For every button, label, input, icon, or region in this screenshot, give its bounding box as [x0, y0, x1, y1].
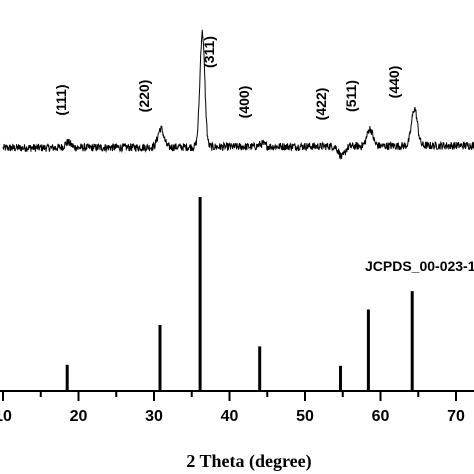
- x-axis: 10 20 30 40 50 60 70: [0, 390, 474, 425]
- x-tick-label: 50: [296, 408, 314, 425]
- peak-label: (220): [136, 80, 152, 113]
- x-tick-label: 30: [145, 408, 163, 425]
- x-tick-label: 70: [447, 408, 465, 425]
- x-tick-label: 60: [372, 408, 390, 425]
- x-tick-label: 20: [70, 408, 88, 425]
- xrd-pattern: [2, 29, 474, 160]
- peak-label: (440): [386, 66, 402, 99]
- peak-label: (511): [343, 80, 359, 112]
- x-tick-label: 40: [221, 408, 239, 425]
- peak-label: (111): [53, 84, 69, 115]
- reference-label: JCPDS_00-023-12: [365, 258, 474, 274]
- x-tick-label: 10: [0, 408, 12, 425]
- peak-label: (422): [313, 88, 329, 121]
- peak-label: (400): [236, 86, 252, 119]
- peak-labels: (111) (220) (311) (400) (422) (511) (440): [53, 36, 402, 120]
- xrd-pattern-line: [2, 29, 474, 160]
- peak-label: (311): [201, 36, 217, 68]
- reference-pattern: [65, 197, 414, 391]
- x-ticks: 10 20 30 40 50 60 70: [0, 391, 465, 425]
- x-axis-title: 2 Theta (degree): [186, 451, 311, 472]
